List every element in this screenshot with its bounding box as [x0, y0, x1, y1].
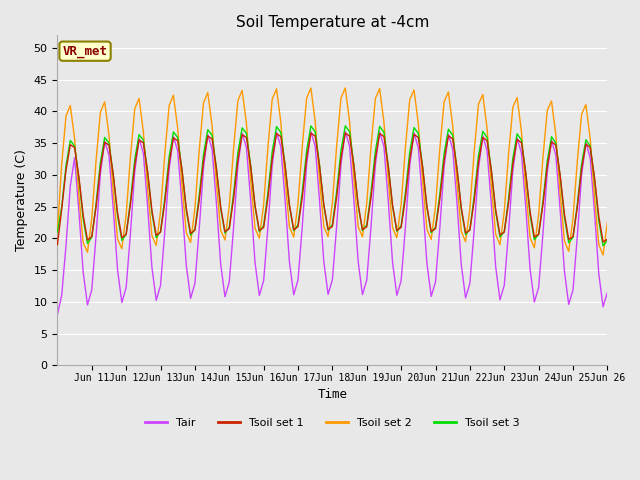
- Tsoil set 2: [346, 119, 353, 124]
- Tsoil set 1: [79, 212, 87, 218]
- Tsoil set 2: [539, 155, 547, 161]
- Text: VR_met: VR_met: [63, 45, 108, 58]
- Tsoil set 3: [539, 199, 547, 204]
- Tsoil set 3: [492, 209, 499, 215]
- X-axis label: Time: Time: [317, 388, 348, 401]
- Tsoil set 2: [604, 219, 611, 225]
- Title: Soil Temperature at -4cm: Soil Temperature at -4cm: [236, 15, 429, 30]
- Tair: [204, 132, 212, 137]
- Tair: [79, 269, 87, 275]
- Y-axis label: Temperature (C): Temperature (C): [15, 149, 28, 251]
- Tsoil set 3: [204, 127, 212, 132]
- Tsoil set 2: [385, 177, 392, 183]
- Tsoil set 1: [204, 133, 212, 139]
- Tair: [492, 264, 499, 269]
- Tsoil set 1: [54, 242, 61, 248]
- Tsoil set 2: [492, 231, 499, 237]
- Tsoil set 1: [341, 130, 349, 136]
- Tsoil set 3: [604, 238, 611, 243]
- Tsoil set 2: [341, 85, 349, 91]
- Tsoil set 2: [204, 90, 212, 96]
- Tair: [346, 144, 353, 149]
- Tsoil set 2: [54, 229, 61, 235]
- Tsoil set 3: [599, 243, 607, 249]
- Tsoil set 1: [539, 202, 547, 208]
- Tair: [385, 198, 392, 204]
- Tair: [54, 312, 61, 317]
- Tsoil set 3: [79, 216, 87, 222]
- Line: Tsoil set 1: Tsoil set 1: [58, 133, 607, 245]
- Line: Tair: Tair: [58, 132, 607, 314]
- Line: Tsoil set 2: Tsoil set 2: [58, 88, 607, 255]
- Tsoil set 3: [341, 123, 349, 129]
- Tair: [539, 231, 547, 237]
- Tsoil set 3: [54, 229, 61, 235]
- Tsoil set 3: [385, 163, 392, 168]
- Tsoil set 3: [346, 129, 353, 134]
- Tair: [341, 129, 349, 134]
- Tair: [604, 289, 611, 295]
- Tsoil set 2: [599, 252, 607, 258]
- Tsoil set 1: [604, 236, 611, 242]
- Tsoil set 1: [492, 206, 499, 212]
- Legend: Tair, Tsoil set 1, Tsoil set 2, Tsoil set 3: Tair, Tsoil set 1, Tsoil set 2, Tsoil se…: [141, 413, 524, 432]
- Line: Tsoil set 3: Tsoil set 3: [58, 126, 607, 246]
- Tsoil set 2: [79, 240, 87, 246]
- Tsoil set 1: [346, 133, 353, 139]
- Tsoil set 1: [385, 163, 392, 169]
